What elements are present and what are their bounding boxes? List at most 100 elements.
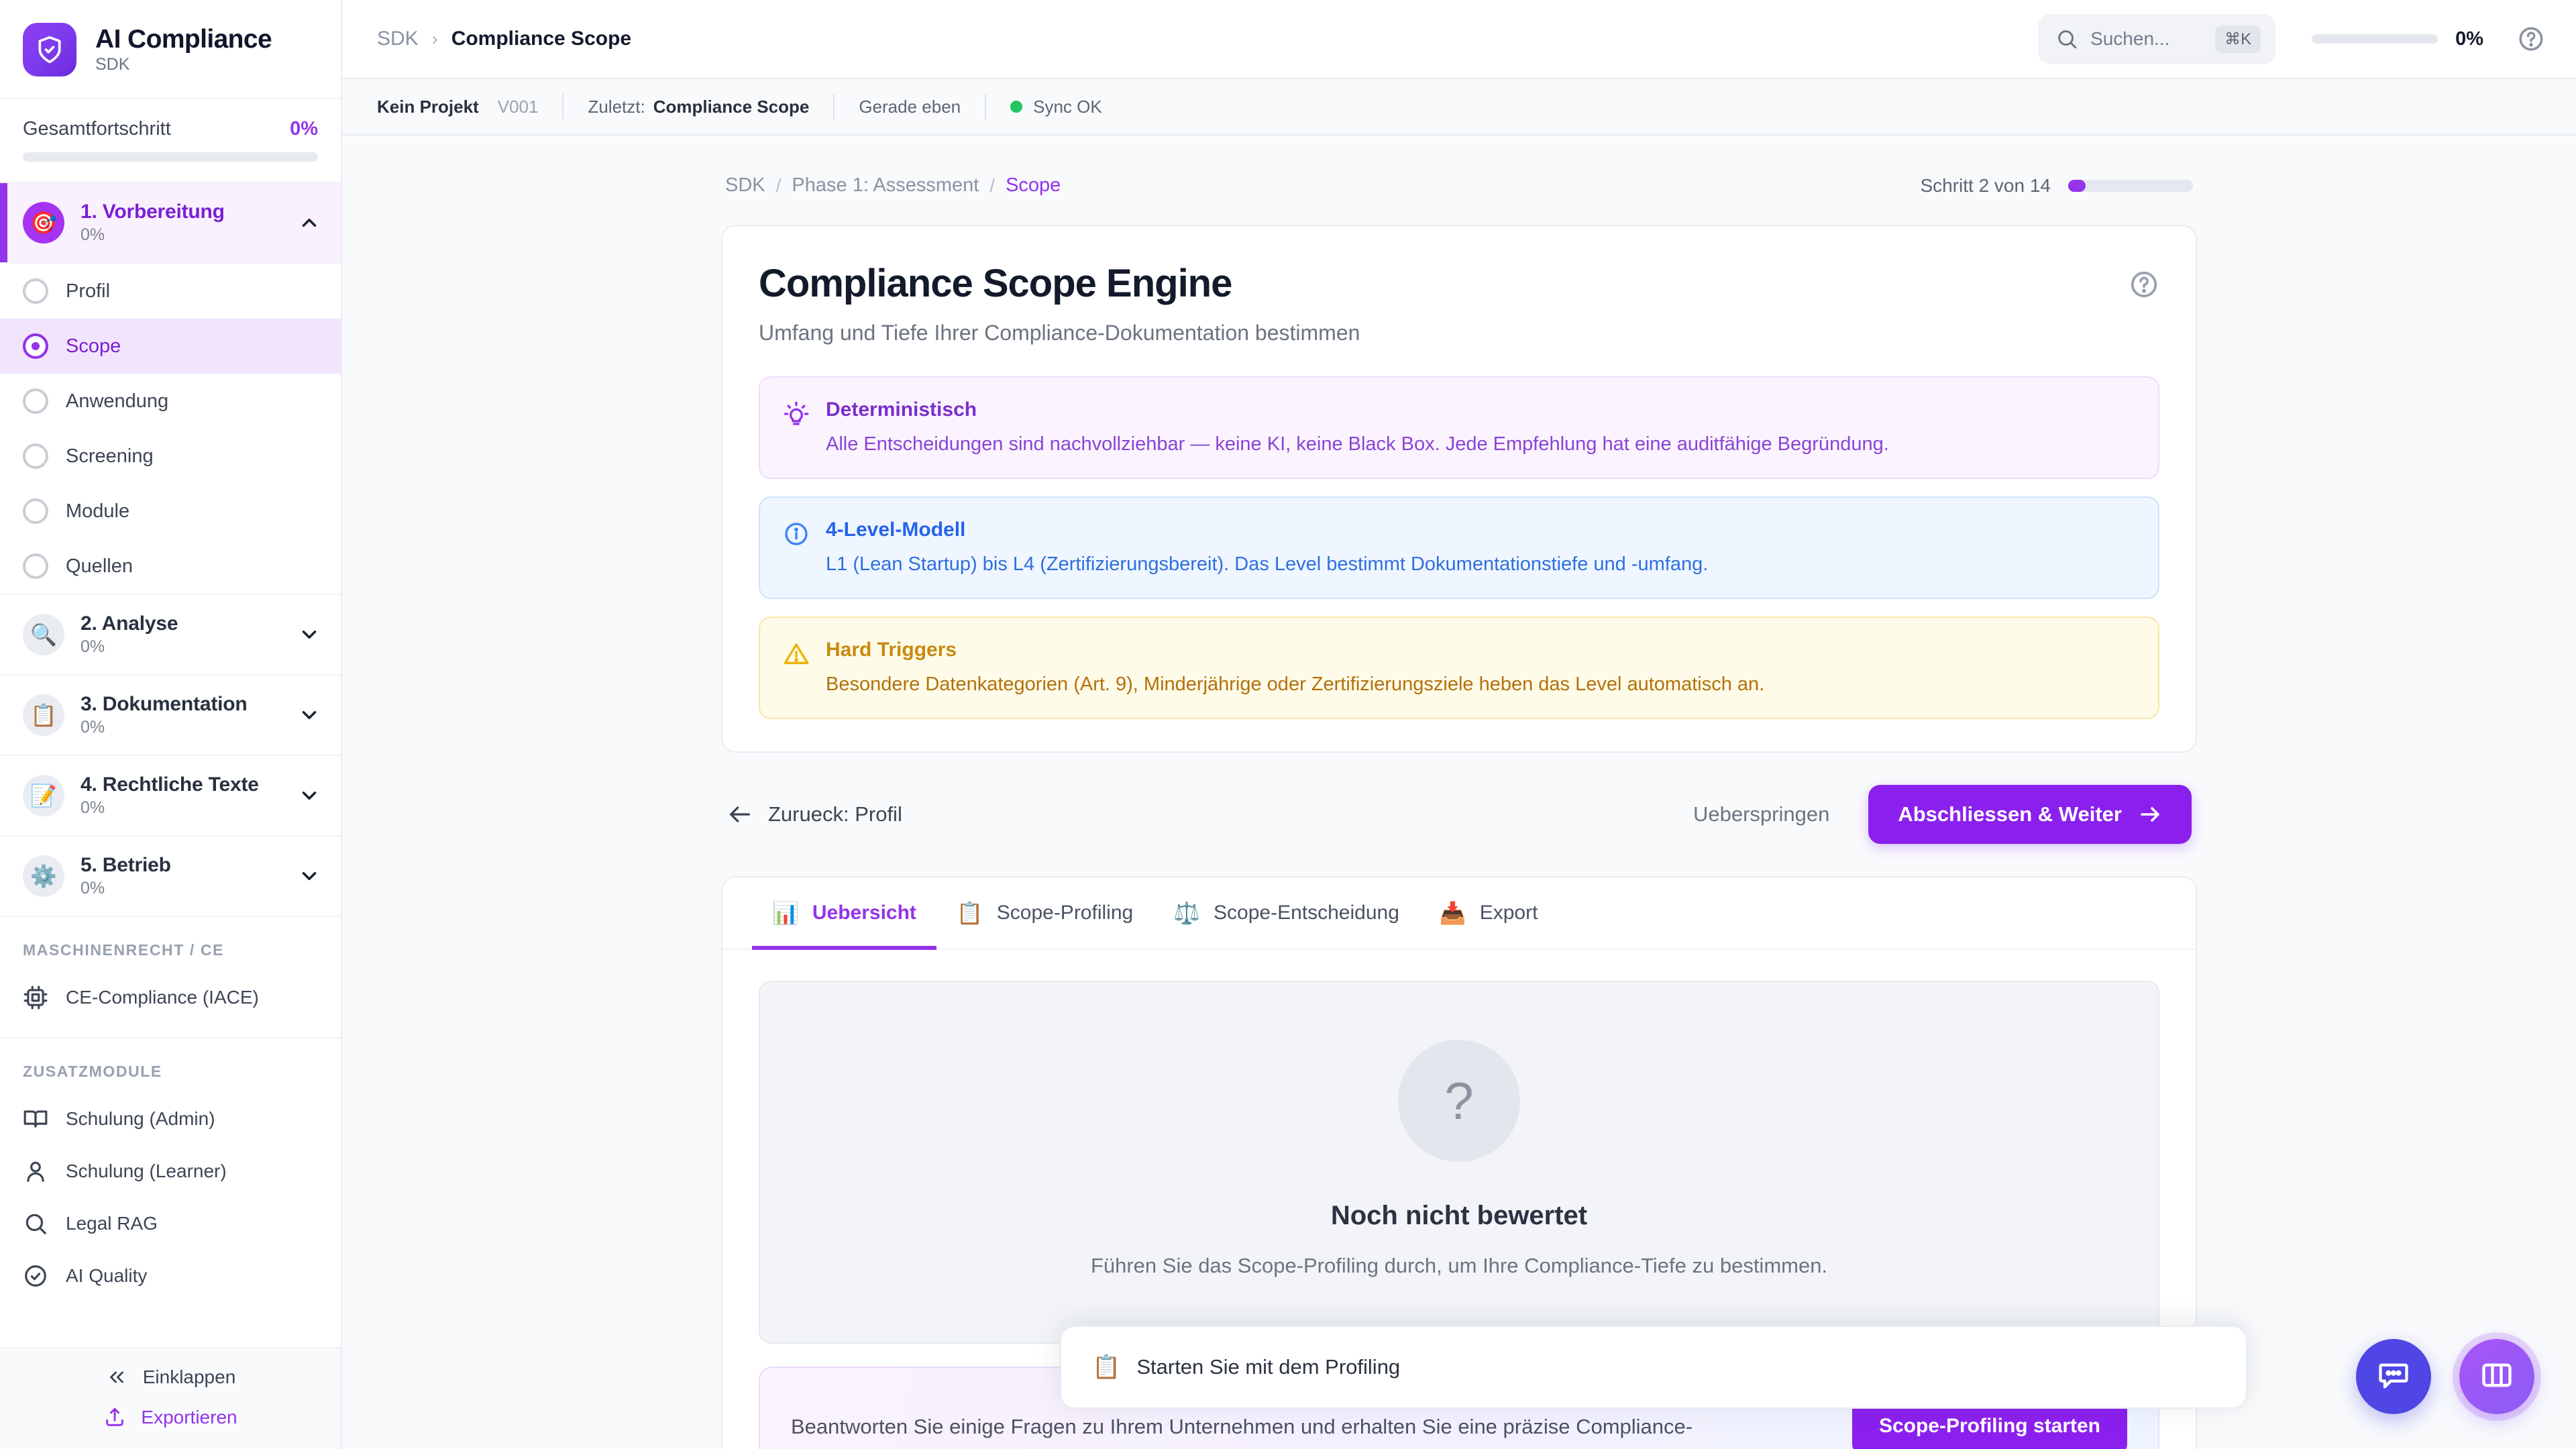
question-mark-icon: ?	[1398, 1040, 1520, 1163]
divider	[833, 94, 835, 119]
action-row: Zurueck: Profil Ueberspringen Abschliess…	[721, 785, 2197, 845]
sidebar-phase-analyse[interactable]: 🔍 2. Analyse 0%	[0, 595, 341, 676]
gear-icon: ⚙️	[23, 855, 64, 897]
clipboard-icon: 📋	[23, 694, 64, 736]
phase-progress: 0%	[80, 718, 105, 737]
collapse-sidebar-button[interactable]: Einklappen	[105, 1366, 236, 1389]
export-button[interactable]: Exportieren	[103, 1406, 237, 1429]
magnifier-icon: 🔍	[23, 614, 64, 655]
collapse-label: Einklappen	[142, 1366, 236, 1387]
upload-icon	[103, 1406, 126, 1429]
status-dot-icon	[1010, 101, 1023, 113]
empty-state-title: Noch nicht bewertet	[1330, 1201, 1588, 1231]
breadcrumb-current: Compliance Scope	[451, 28, 632, 50]
book-icon	[23, 1106, 48, 1132]
sidebar-item-label: Anwendung	[66, 390, 169, 412]
help-circle-icon[interactable]	[2517, 25, 2545, 53]
skip-button[interactable]: Ueberspringen	[1693, 802, 1830, 826]
page-breadcrumb-root[interactable]: SDK	[725, 174, 765, 196]
page-content: SDK / Phase 1: Assessment / Scope Schrit…	[721, 136, 2197, 1449]
export-label: Exportieren	[141, 1407, 237, 1428]
sidebar-item-screening[interactable]: Screening	[0, 429, 341, 484]
sidebar: AI Compliance SDK Gesamtfortschritt 0% 🎯…	[0, 0, 342, 1449]
sidebar-item-quellen[interactable]: Quellen	[0, 539, 341, 594]
separator: /	[989, 174, 996, 196]
tab-bar: 📊 Uebersicht 📋 Scope-Profiling ⚖️ Scope-…	[722, 877, 2196, 951]
chat-bubble-icon	[2376, 1358, 2411, 1396]
radio-icon	[23, 388, 48, 414]
scope-engine-card: Compliance Scope Engine Umfang und Tiefe…	[721, 225, 2197, 753]
app-title: AI Compliance	[95, 24, 272, 54]
sidebar-item-ai-quality[interactable]: AI Quality	[0, 1250, 341, 1302]
help-circle-icon[interactable]	[2129, 269, 2159, 300]
last-label: Zuletzt:	[588, 96, 645, 117]
radio-icon	[23, 278, 48, 304]
sidebar-phase-rechtliche-texte[interactable]: 📝 4. Rechtliche Texte 0%	[0, 756, 341, 837]
info-icon	[783, 521, 810, 547]
panel-fab[interactable]	[2459, 1339, 2534, 1414]
chevron-right-icon: ›	[431, 28, 438, 49]
card-header: Compliance Scope Engine Umfang und Tiefe…	[722, 226, 2196, 376]
tab-label: Scope-Entscheidung	[1214, 902, 1399, 924]
last-time: Gerade eben	[859, 96, 961, 117]
sidebar-nav: 🎯 1. Vorbereitung 0% Profil Scope Anwe	[0, 183, 341, 1347]
phase-label: 2. Analyse	[80, 612, 178, 635]
sidebar-item-label: Schulung (Admin)	[66, 1108, 215, 1129]
callout-body: Alle Entscheidungen sind nachvollziehbar…	[826, 433, 1889, 455]
status-badge: Sync OK	[1010, 97, 1102, 117]
sidebar-item-legal-rag[interactable]: Legal RAG	[0, 1197, 341, 1250]
primary-label: Abschliessen & Weiter	[1898, 802, 2122, 826]
tab-export[interactable]: 📥 Export	[1419, 877, 1558, 950]
sidebar-item-scope[interactable]: Scope	[0, 319, 341, 374]
sidebar-phase-dokumentation[interactable]: 📋 3. Dokumentation 0%	[0, 676, 341, 756]
bar-chart-icon: 📊	[772, 901, 799, 926]
breadcrumb-root[interactable]: SDK	[377, 28, 419, 50]
topbar-progress-bar	[2312, 34, 2438, 44]
profiling-hint-bar[interactable]: 📋 Starten Sie mit dem Profiling	[1060, 1326, 2247, 1409]
warning-icon	[783, 641, 810, 667]
chat-fab[interactable]	[2356, 1339, 2431, 1414]
separator: /	[775, 174, 782, 196]
sidebar-item-schulung-admin[interactable]: Schulung (Admin)	[0, 1093, 341, 1145]
profiling-hint-label: Starten Sie mit dem Profiling	[1136, 1355, 1401, 1379]
version-badge: V001	[497, 96, 539, 117]
complete-continue-button[interactable]: Abschliessen & Weiter	[1868, 785, 2192, 845]
inbox-tray-icon: 📥	[1439, 901, 1466, 926]
sidebar-item-ce-compliance[interactable]: CE-Compliance (IACE)	[0, 971, 341, 1024]
tab-scope-profiling[interactable]: 📋 Scope-Profiling	[936, 877, 1153, 950]
phase-label: 1. Vorbereitung	[80, 201, 225, 223]
arrow-right-icon	[2138, 802, 2162, 826]
sidebar-phase-betrieb[interactable]: ⚙️ 5. Betrieb 0%	[0, 837, 341, 917]
sidebar-footer: Einklappen Exportieren	[0, 1347, 341, 1449]
page-breadcrumb-current[interactable]: Scope	[1006, 174, 1061, 196]
sidebar-item-schulung-learner[interactable]: Schulung (Learner)	[0, 1145, 341, 1197]
memo-icon: 📝	[23, 775, 64, 816]
tab-scope-entscheidung[interactable]: ⚖️ Scope-Entscheidung	[1153, 877, 1419, 950]
sidebar-item-label: Schulung (Learner)	[66, 1161, 227, 1181]
phase-progress: 0%	[80, 879, 105, 898]
overall-progress-bar	[23, 152, 318, 162]
phase-label: 5. Betrieb	[80, 854, 171, 876]
search-input[interactable]: Suchen... ⌘K	[2038, 13, 2276, 64]
back-button[interactable]: Zurueck: Profil	[727, 801, 902, 828]
shield-check-icon	[23, 23, 76, 76]
sidebar-item-label: Screening	[66, 445, 154, 467]
tab-panel-body: ? Noch nicht bewertet Führen Sie das Sco…	[722, 950, 2196, 1449]
sidebar-item-profil[interactable]: Profil	[0, 264, 341, 319]
search-icon	[23, 1211, 48, 1236]
main-area: SDK › Compliance Scope Suchen... ⌘K 0%	[342, 0, 2576, 1449]
chevrons-left-icon	[105, 1366, 128, 1389]
brand-header: AI Compliance SDK	[0, 0, 341, 99]
overall-progress-value: 0%	[290, 118, 318, 140]
empty-state-subtitle: Führen Sie das Scope-Profiling durch, um…	[1090, 1254, 1828, 1278]
sidebar-item-module[interactable]: Module	[0, 484, 341, 539]
sidebar-phase-vorbereitung[interactable]: 🎯 1. Vorbereitung 0%	[0, 183, 341, 264]
divider	[0, 1037, 341, 1038]
page-breadcrumb-phase[interactable]: Phase 1: Assessment	[792, 174, 979, 196]
sidebar-item-anwendung[interactable]: Anwendung	[0, 374, 341, 429]
callout-4-level-modell: 4-Level-Modell L1 (Lean Startup) bis L4 …	[759, 496, 2159, 600]
tab-uebersicht[interactable]: 📊 Uebersicht	[752, 877, 936, 951]
clipboard-icon: 📋	[956, 901, 983, 926]
content-scroll[interactable]: SDK / Phase 1: Assessment / Scope Schrit…	[342, 136, 2576, 1449]
sidebar-item-label: Legal RAG	[66, 1213, 158, 1234]
